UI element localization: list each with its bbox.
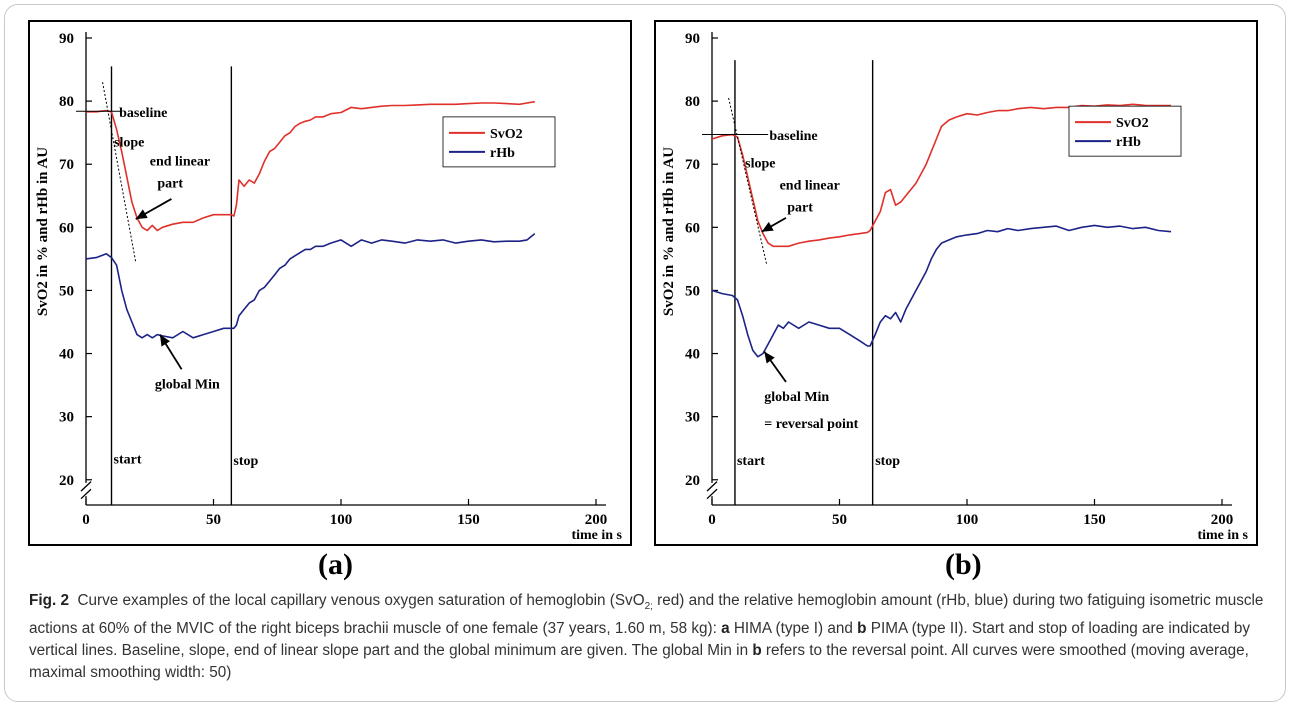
y-tick-label: 70 [685,157,700,173]
annotation-start: start [737,454,765,469]
y-tick-label: 70 [59,157,74,173]
y-tick-label: 20 [685,473,700,489]
annotation-global-min: global Min [764,390,829,405]
caption-text: PIMA (type II). Start and stop of loadin… [29,620,1250,660]
annotation-stop: stop [233,454,258,469]
slope-tangent-line [728,97,768,266]
legend-box [442,116,556,168]
annotation-end-linear: end linear [150,154,210,169]
y-tick-label: 20 [59,473,74,489]
series-line-svo2 [86,100,535,232]
y-tick-label: 80 [685,94,700,110]
panel-label-a: (a) [318,548,353,581]
y-axis-break [80,488,92,500]
caption-text: Curve examples of the local capillary ve… [77,592,645,609]
panel-border [654,20,1258,546]
y-tick-label: 90 [685,31,700,47]
caption-ref-b: b [752,642,762,660]
annotation-baseline: baseline [769,129,817,144]
annotation-slope: slope [745,156,775,171]
x-tick-label: 150 [1083,512,1106,528]
y-tick-label: 60 [685,220,700,236]
x-axis-label: time in s [571,528,622,543]
caption-text: refers to the reversal point. All curves… [29,642,1249,682]
annotation-global-min: global Min [155,377,220,392]
annotation-stop: stop [875,454,900,469]
annotation-end-linear: end linear [780,178,840,193]
y-tick-label: 30 [685,410,700,426]
x-tick-label: 150 [457,512,480,528]
caption-sub: 2; [644,601,653,613]
x-tick-label: 50 [206,512,221,528]
figure-caption: Fig. 2 Curve examples of the local capil… [29,590,1269,684]
annotation-reversal-point: = reversal point [764,417,858,432]
annotation-end-linear: part [787,201,813,216]
x-tick-label: 100 [956,512,979,528]
y-tick-label: 50 [59,283,74,299]
legend-label-rhb: rHb [1116,135,1141,150]
caption-ref-b: b [857,620,867,638]
legend-label-rhb: rHb [490,146,515,161]
y-tick-label: 30 [59,410,74,426]
legend-box [1068,105,1182,157]
x-axis-label: time in s [1197,528,1248,543]
x-tick-label: 0 [708,512,716,528]
caption-text: HIMA (type I) and [729,620,858,638]
series-line-svo2 [711,103,1171,248]
y-tick-label: 60 [59,220,74,236]
panel-label-b: (b) [945,548,982,581]
legend-label-svo2: SvO2 [490,127,523,142]
caption-fig-label: Fig. 2 [29,592,69,609]
y-axis-label: SvO2 in % and rHb in AU [661,147,677,316]
annotation-slope: slope [114,136,144,151]
x-tick-label: 100 [330,512,353,528]
series-line-rhb [711,224,1172,358]
annotation-arrowhead [135,209,148,220]
y-tick-label: 50 [685,283,700,299]
y-axis-break [80,481,92,492]
caption-text: red) and the relative hemoglobin amount … [29,592,1264,638]
y-axis-break [706,488,718,500]
caption-ref-a: a [721,620,730,638]
y-tick-label: 40 [685,347,700,363]
legend-label-svo2: SvO2 [1116,116,1149,131]
y-tick-label: 40 [59,347,74,363]
annotation-arrowhead [764,351,775,364]
figure-frame [4,4,1286,702]
annotation-baseline: baseline [119,106,167,121]
annotation-start: start [114,452,142,467]
y-axis-label: SvO2 in % and rHb in AU [35,147,51,316]
x-tick-label: 0 [82,512,90,528]
annotation-arrowhead [159,334,171,347]
series-line-rhb [85,232,536,339]
y-axis-break [706,481,718,492]
x-tick-label: 200 [585,512,608,528]
x-tick-label: 50 [832,512,847,528]
y-tick-label: 80 [59,94,74,110]
panel-border [28,20,632,546]
y-tick-label: 90 [59,31,74,47]
slope-tangent-line [102,82,137,263]
annotation-end-linear: part [157,177,183,192]
x-tick-label: 200 [1211,512,1234,528]
annotation-arrowhead [761,221,774,232]
